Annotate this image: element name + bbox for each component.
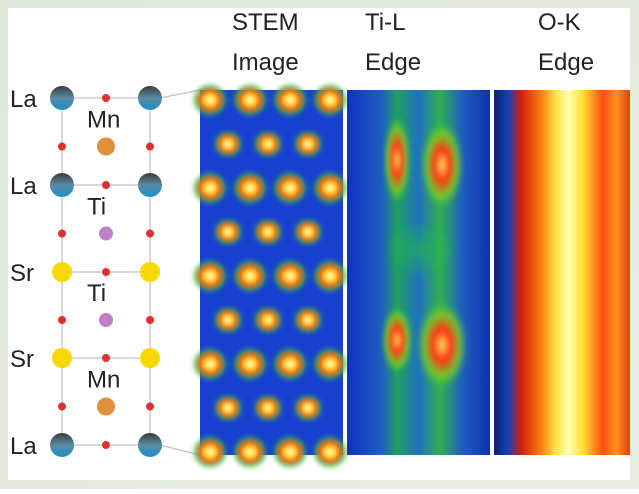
ti-l-map [347, 90, 490, 455]
a-site-atom [140, 348, 160, 368]
stem-spot [312, 171, 348, 205]
stem-spot [192, 171, 228, 205]
oxygen [58, 143, 66, 151]
a-site-label: La [10, 173, 37, 200]
a-site-atom [50, 86, 74, 110]
panel-title: O-K [538, 9, 581, 36]
a-site-atom [50, 173, 74, 197]
stem-spot [253, 130, 283, 158]
stem-spot [312, 347, 348, 381]
oxygen [146, 143, 154, 151]
stem-spot [253, 394, 283, 422]
b-site-atom [99, 227, 113, 241]
stem-spot [232, 171, 268, 205]
a-site-atom [138, 173, 162, 197]
a-site-label: La [10, 86, 37, 113]
stem-spot [232, 435, 268, 469]
stem-spot [232, 83, 268, 117]
a-site-label: Sr [10, 346, 34, 373]
oxygen [146, 230, 154, 238]
stem-spot [272, 171, 308, 205]
page: LaLaSrSrLaMnTiTiMn STEM Image Ti-L Edge … [0, 0, 639, 494]
oxygen [102, 354, 110, 362]
oxygen [58, 403, 66, 411]
figure: LaLaSrSrLaMnTiTiMn STEM Image Ti-L Edge … [0, 0, 639, 489]
a-site-atom [140, 262, 160, 282]
b-site-label: Mn [87, 367, 120, 394]
stem-spot [232, 259, 268, 293]
stem-spot [192, 83, 228, 117]
panel-title: STEM [232, 9, 299, 36]
a-site-label: La [10, 433, 37, 460]
stem-spot [192, 259, 228, 293]
a-site-atom [50, 433, 74, 457]
a-site-atom [138, 433, 162, 457]
stem-spot [213, 130, 243, 158]
a-site-atom [52, 262, 72, 282]
stem-spot [293, 218, 323, 246]
stem-spot [312, 83, 348, 117]
stem-spot [312, 435, 348, 469]
b-site-atom [99, 313, 113, 327]
panel-title: Ti-L [365, 9, 405, 36]
a-site-atom [138, 86, 162, 110]
stem-spot [272, 347, 308, 381]
stem-spot [293, 394, 323, 422]
oxygen [58, 230, 66, 238]
stem-spot [272, 259, 308, 293]
stem-spot [253, 218, 283, 246]
b-site-atom [97, 398, 115, 416]
stem-spot [272, 435, 308, 469]
stem-spot [293, 306, 323, 334]
o-k-map [494, 90, 630, 455]
stem-spot [272, 83, 308, 117]
stem-spot [293, 130, 323, 158]
panel-title: Image [232, 49, 299, 76]
oxygen [146, 403, 154, 411]
oxygen [146, 316, 154, 324]
stem-spot [253, 306, 283, 334]
panel-title: Edge [365, 49, 421, 76]
stem-spot [192, 435, 228, 469]
panel-title: Edge [538, 49, 594, 76]
oxygen [58, 316, 66, 324]
stem-spot [192, 347, 228, 381]
stem-spot [312, 259, 348, 293]
stem-spot [213, 306, 243, 334]
b-site-label: Ti [87, 194, 106, 221]
b-site-label: Mn [87, 107, 120, 134]
oxygen [102, 181, 110, 189]
b-site-label: Ti [87, 280, 106, 307]
oxygen [102, 94, 110, 102]
b-site-atom [97, 138, 115, 156]
a-site-atom [52, 348, 72, 368]
oxygen [102, 441, 110, 449]
a-site-label: Sr [10, 260, 34, 287]
oxygen [102, 268, 110, 276]
stem-image [192, 83, 348, 469]
stem-spot [232, 347, 268, 381]
stem-spot [213, 218, 243, 246]
stem-spot [213, 394, 243, 422]
